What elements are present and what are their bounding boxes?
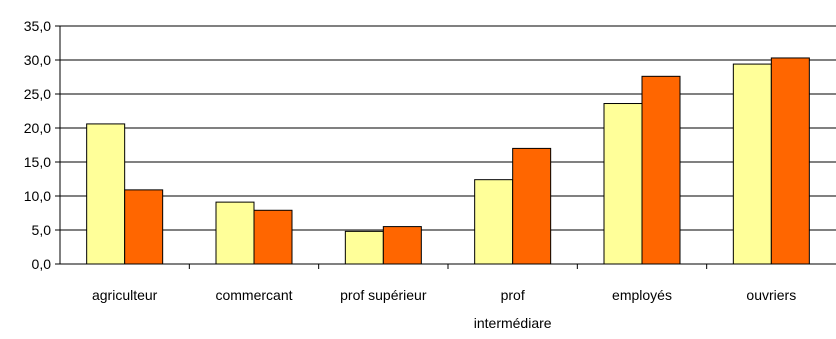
category-label: agriculteur [92,287,158,303]
y-tick-label: 30,0 [24,52,51,68]
category-labels: agriculteur commercant prof supérieur prof i… [92,287,796,331]
bar-series-2 [512,147,552,265]
gridlines [60,25,836,231]
y-tick-label: 20,0 [24,120,51,136]
bar-series-1 [344,230,384,265]
category-label: ouvriers [746,287,796,303]
category-label: prof intermédiare [474,287,552,331]
y-tick-label: 25,0 [24,86,51,102]
bar-series-2 [124,189,164,265]
y-tick-label: 35,0 [24,18,51,34]
category-label-line: agriculteur [92,287,158,303]
bar-series-1 [215,201,255,265]
bar-series-1 [474,179,514,265]
category-label: prof supérieur [340,287,427,303]
category-label-line: employés [612,287,672,303]
bar-series-1 [732,63,772,265]
bar-series-2 [641,75,681,265]
y-tick-label: 5,0 [32,222,52,238]
category-label-line: prof supérieur [340,287,427,303]
category-label-line: ouvriers [746,287,796,303]
category-label-line: intermédiare [474,315,552,331]
category-label: employés [612,287,672,303]
y-tick-labels: 0,0 5,0 10,0 15,0 20,0 25,0 30,0 35,0 [24,18,51,272]
category-label: commercant [215,287,292,303]
y-tick-label: 10,0 [24,188,51,204]
bar-series-2 [382,226,422,265]
y-tick-label: 15,0 [24,154,51,170]
bar-series-1 [603,103,643,265]
bars [86,57,810,265]
axes [55,25,836,269]
category-label-line: commercant [215,287,292,303]
bar-series-2 [770,57,810,265]
category-label-line: prof [501,287,525,303]
bar-series-2 [253,209,293,265]
y-tick-label: 0,0 [32,256,52,272]
bar-series-1 [86,123,126,265]
